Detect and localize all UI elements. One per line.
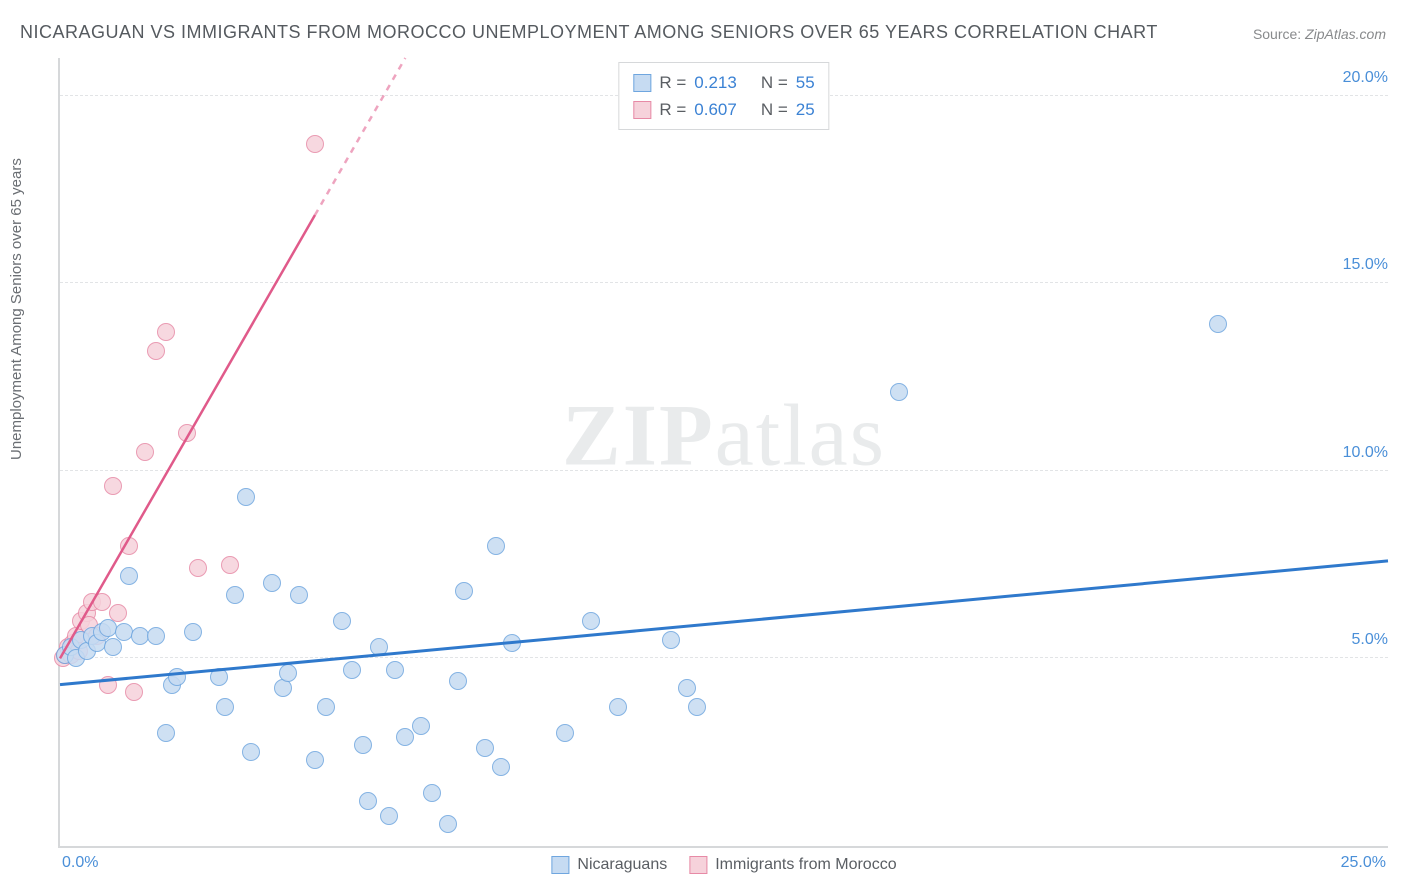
point-nicaraguans: [157, 724, 175, 742]
point-nicaraguans: [104, 638, 122, 656]
point-nicaraguans: [242, 743, 260, 761]
point-nicaraguans: [492, 758, 510, 776]
legend-label-nicaraguans: Nicaraguans: [577, 856, 667, 874]
point-nicaraguans: [147, 627, 165, 645]
source-value: ZipAtlas.com: [1305, 26, 1386, 42]
point-nicaraguans: [306, 751, 324, 769]
point-nicaraguans: [1209, 315, 1227, 333]
point-nicaraguans: [396, 728, 414, 746]
point-nicaraguans: [237, 488, 255, 506]
point-nicaraguans: [184, 623, 202, 641]
trendline-nicaraguans: [60, 58, 1388, 846]
point-nicaraguans: [317, 698, 335, 716]
point-nicaraguans: [423, 784, 441, 802]
point-nicaraguans: [449, 672, 467, 690]
n-value-morocco: 25: [796, 96, 815, 123]
point-morocco: [99, 676, 117, 694]
point-morocco: [136, 443, 154, 461]
point-morocco: [221, 556, 239, 574]
gridline: [60, 282, 1388, 283]
point-nicaraguans: [226, 586, 244, 604]
point-morocco: [104, 477, 122, 495]
legend-stats: R = 0.213 N = 55 R = 0.607 N = 25: [618, 62, 829, 130]
watermark: ZIPatlas: [562, 386, 886, 487]
chart-title: NICARAGUAN VS IMMIGRANTS FROM MOROCCO UN…: [20, 22, 1158, 43]
source-label: Source:: [1253, 26, 1301, 42]
gridline: [60, 657, 1388, 658]
r-value-nicaraguans: 0.213: [694, 69, 737, 96]
swatch-nicaraguans: [633, 74, 651, 92]
point-nicaraguans: [439, 815, 457, 833]
point-nicaraguans: [556, 724, 574, 742]
point-morocco: [93, 593, 111, 611]
point-nicaraguans: [662, 631, 680, 649]
point-nicaraguans: [678, 679, 696, 697]
legend-stats-row-nicaraguans: R = 0.213 N = 55: [633, 69, 814, 96]
n-label: N =: [761, 96, 788, 123]
y-tick-label: 20.0%: [1339, 69, 1392, 87]
point-nicaraguans: [343, 661, 361, 679]
x-axis-end: 25.0%: [1341, 854, 1386, 872]
y-tick-label: 10.0%: [1339, 444, 1392, 462]
gridline: [60, 470, 1388, 471]
swatch-morocco: [689, 856, 707, 874]
n-value-nicaraguans: 55: [796, 69, 815, 96]
trendline-morocco: [60, 58, 1388, 846]
point-nicaraguans: [279, 664, 297, 682]
point-nicaraguans: [115, 623, 133, 641]
r-label: R =: [659, 69, 686, 96]
point-nicaraguans: [216, 698, 234, 716]
point-nicaraguans: [333, 612, 351, 630]
point-nicaraguans: [263, 574, 281, 592]
r-value-morocco: 0.607: [694, 96, 737, 123]
legend-item-nicaraguans: Nicaraguans: [551, 856, 667, 874]
scatter-plot: ZIPatlas R = 0.213 N = 55 R = 0.607 N = …: [58, 58, 1388, 848]
point-nicaraguans: [455, 582, 473, 600]
point-nicaraguans: [890, 383, 908, 401]
x-axis-origin: 0.0%: [62, 854, 98, 872]
point-nicaraguans: [168, 668, 186, 686]
point-nicaraguans: [354, 736, 372, 754]
point-nicaraguans: [476, 739, 494, 757]
legend-series: Nicaraguans Immigrants from Morocco: [551, 856, 896, 874]
point-nicaraguans: [359, 792, 377, 810]
point-morocco: [147, 342, 165, 360]
y-tick-label: 15.0%: [1339, 256, 1392, 274]
point-nicaraguans: [210, 668, 228, 686]
point-nicaraguans: [688, 698, 706, 716]
point-nicaraguans: [487, 537, 505, 555]
point-morocco: [306, 135, 324, 153]
legend-label-morocco: Immigrants from Morocco: [715, 856, 896, 874]
point-nicaraguans: [582, 612, 600, 630]
point-nicaraguans: [386, 661, 404, 679]
point-nicaraguans: [503, 634, 521, 652]
swatch-nicaraguans: [551, 856, 569, 874]
point-morocco: [178, 424, 196, 442]
chart-container: NICARAGUAN VS IMMIGRANTS FROM MOROCCO UN…: [0, 0, 1406, 892]
n-label: N =: [761, 69, 788, 96]
source-attribution: Source: ZipAtlas.com: [1253, 26, 1386, 42]
swatch-morocco: [633, 101, 651, 119]
legend-stats-row-morocco: R = 0.607 N = 25: [633, 96, 814, 123]
point-nicaraguans: [120, 567, 138, 585]
point-nicaraguans: [370, 638, 388, 656]
point-nicaraguans: [609, 698, 627, 716]
point-nicaraguans: [412, 717, 430, 735]
r-label: R =: [659, 96, 686, 123]
legend-item-morocco: Immigrants from Morocco: [689, 856, 896, 874]
point-nicaraguans: [99, 619, 117, 637]
point-morocco: [157, 323, 175, 341]
point-morocco: [120, 537, 138, 555]
point-nicaraguans: [380, 807, 398, 825]
y-axis-label: Unemployment Among Seniors over 65 years: [8, 158, 25, 460]
point-morocco: [125, 683, 143, 701]
y-tick-label: 5.0%: [1348, 631, 1392, 649]
point-morocco: [189, 559, 207, 577]
point-nicaraguans: [290, 586, 308, 604]
